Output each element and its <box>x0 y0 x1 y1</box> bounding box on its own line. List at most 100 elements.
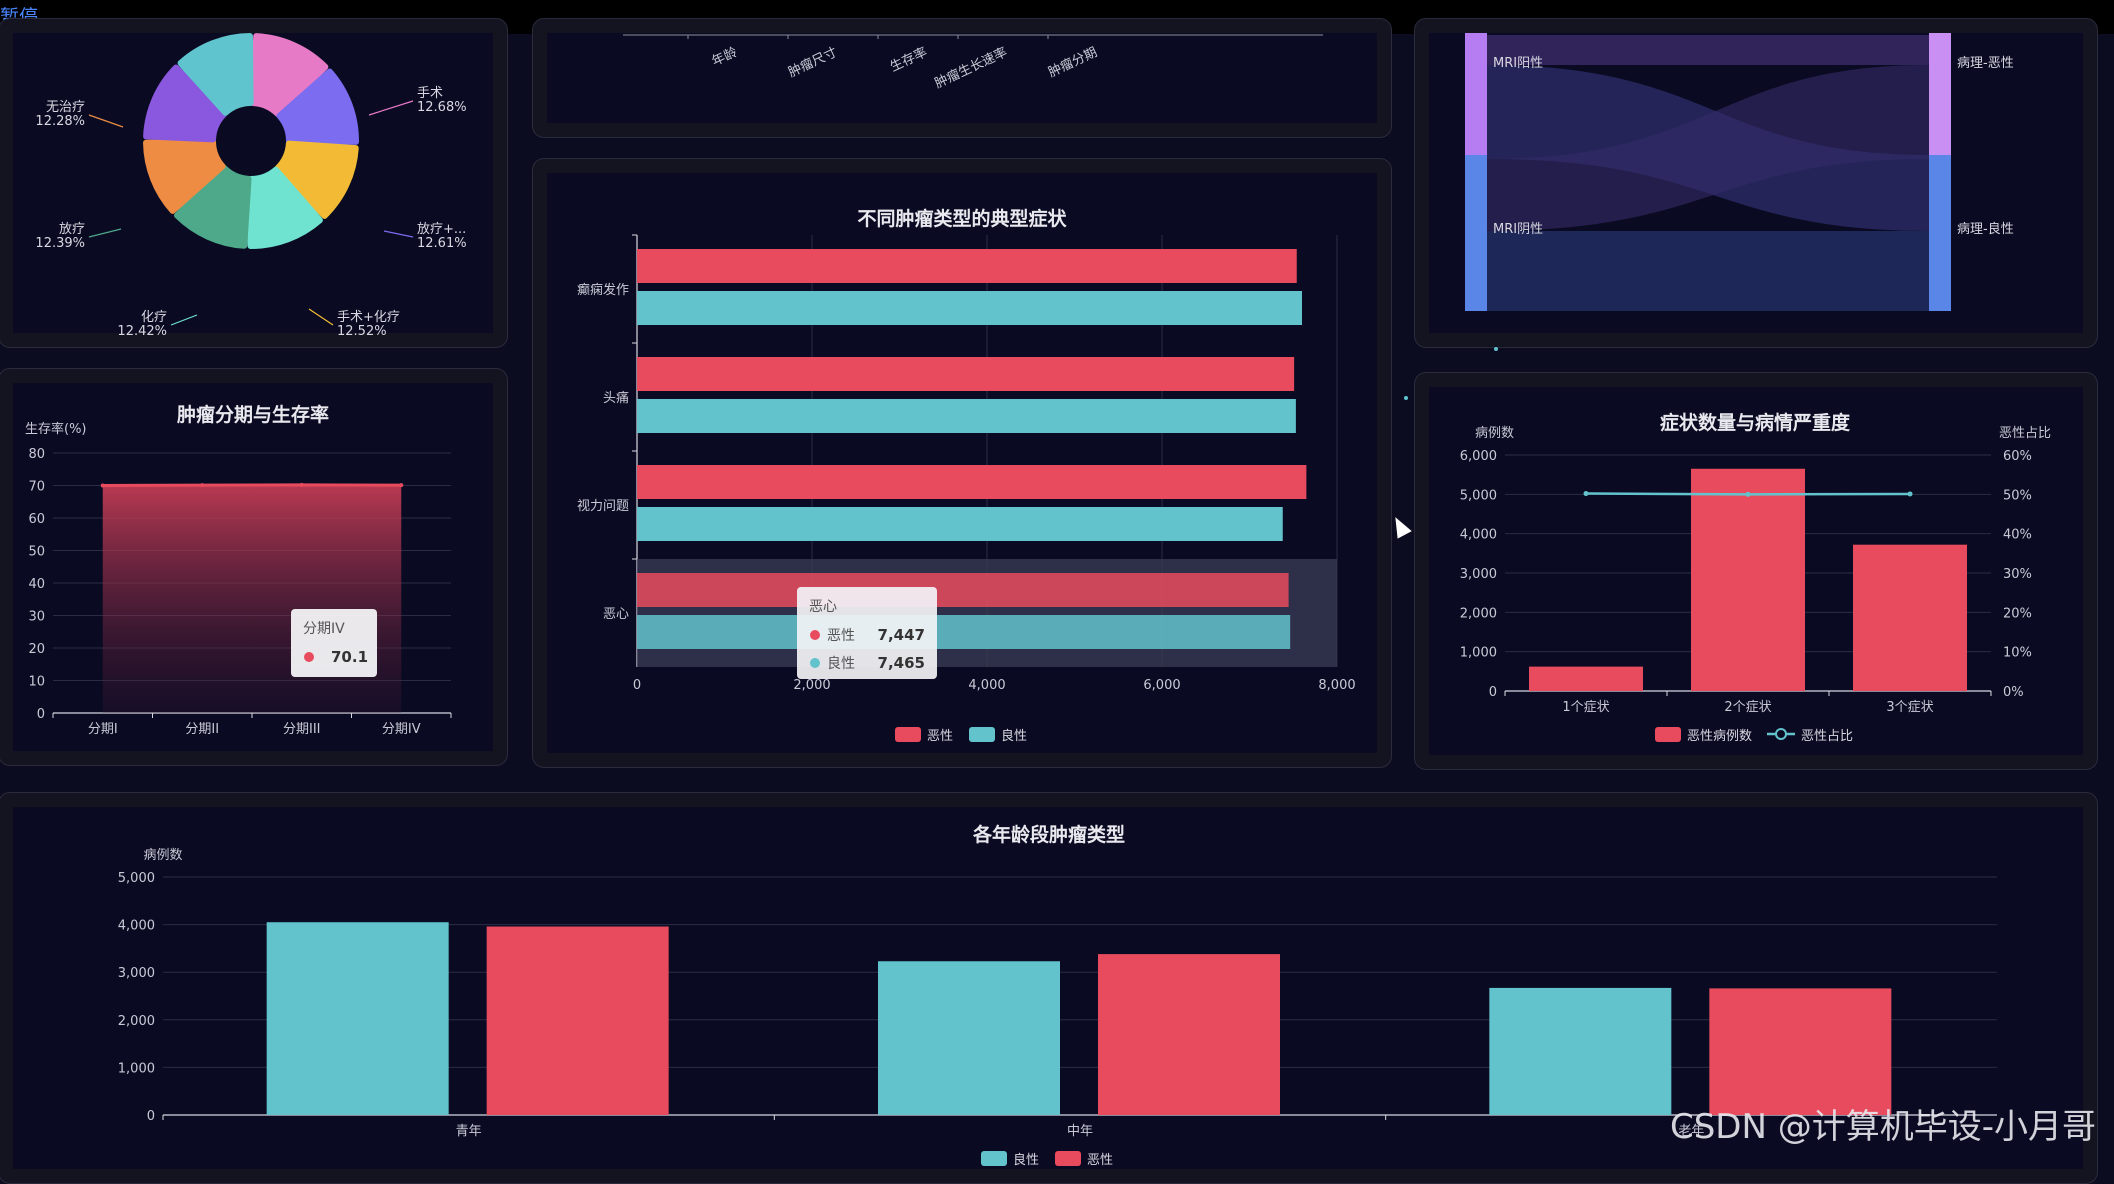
bar[interactable] <box>637 573 1289 607</box>
pie-slice-percent: 12.42% <box>117 324 167 339</box>
legend-label: 恶性 <box>927 729 953 744</box>
x-tick-label: 0 <box>633 678 641 693</box>
pie-slice-label: 手术 <box>417 86 443 101</box>
x-tick-label: 生存率 <box>888 44 930 75</box>
panel-treatment-pie: 手术 12.68% 放疗+... 12.61% 手术+化疗 12.52% 化疗 12.42% 放… <box>0 18 508 348</box>
y2-tick-label: 30% <box>2003 567 2032 582</box>
ratio-point <box>1745 491 1751 497</box>
x-tick-label: 分期I <box>88 722 118 737</box>
bar[interactable] <box>1489 987 1672 1115</box>
survival-point <box>200 483 205 488</box>
sankey-node <box>1465 155 1487 311</box>
sankey-flow <box>1487 35 1929 65</box>
x-tick-label: 分期II <box>185 722 219 737</box>
bar[interactable] <box>486 926 669 1115</box>
bar[interactable] <box>1709 988 1892 1115</box>
y-tick-label: 0 <box>37 707 45 722</box>
tooltip-marker <box>810 658 820 668</box>
survival-point <box>299 482 304 487</box>
pie-slice <box>276 68 359 145</box>
bar[interactable] <box>266 922 449 1115</box>
survival-point <box>100 483 105 488</box>
chart-title: 肿瘤分期与生存率 <box>177 403 329 426</box>
panel-stage-survival: 肿瘤分期与生存率 生存率(%) 0 10 20 30 40 50 60 70 80 分期I 分期II 分期… <box>0 368 508 766</box>
x-tick-label: 中年 <box>1067 1124 1093 1139</box>
y-tick-label: 4,000 <box>1460 528 1497 543</box>
pie-label-line <box>383 230 414 238</box>
pie-label-line <box>368 100 414 116</box>
y-tick-label: 3,000 <box>118 966 155 981</box>
y-tick-label: 恶心 <box>603 607 629 622</box>
bar[interactable] <box>637 615 1291 649</box>
pie-slice-percent: 12.68% <box>417 100 467 115</box>
sankey-flow <box>1487 65 1929 231</box>
x-tick-label: 青年 <box>456 1124 482 1139</box>
pie-slice-percent: 12.61% <box>417 236 467 251</box>
bar[interactable] <box>637 465 1307 499</box>
bar[interactable] <box>637 357 1295 391</box>
watermark: CSDN @计算机毕设-小月哥 <box>1669 1107 2096 1147</box>
decorative-dot <box>1494 347 1498 351</box>
sankey-node <box>1465 33 1487 161</box>
legend-swatch <box>1655 727 1681 742</box>
y-axis-label: 病例数 <box>143 848 182 863</box>
y2-axis-label: 恶性占比 <box>1999 426 2051 441</box>
y-tick-label: 0 <box>1489 685 1497 700</box>
pie-slice <box>274 140 359 219</box>
bar[interactable] <box>637 249 1297 283</box>
pie-slice-label: 放疗 <box>59 222 85 237</box>
decorative-dot <box>1404 396 1408 400</box>
y-tick-label: 80 <box>28 447 45 462</box>
x-tick-label: 老年 <box>1678 1124 1704 1139</box>
y-tick-label: 70 <box>28 480 45 495</box>
pie-slice <box>143 138 226 214</box>
tooltip-title: 分期IV <box>303 621 345 637</box>
pie-slice-percent: 12.52% <box>337 324 387 339</box>
x-tick-label: 分期IV <box>382 722 421 737</box>
symptoms-chart[interactable]: 不同肿瘤类型的典型症状 0 2,000 4,000 6,000 8,000 癫痫发作头痛视力… <box>533 159 1391 767</box>
sankey-flow <box>1487 231 1929 311</box>
y-tick-label: 4,000 <box>118 919 155 934</box>
panel-age-type: 各年龄段肿瘤类型 病例数 0 1,000 2,000 3,000 4,000 5,000 青年 中… <box>0 792 2098 1184</box>
legend-swatch[interactable] <box>895 727 921 742</box>
bar[interactable] <box>637 291 1302 325</box>
tooltip-value: 7,465 <box>878 654 925 672</box>
bar[interactable] <box>1691 468 1805 691</box>
pie-slice <box>173 164 252 249</box>
pie-slice <box>249 33 329 118</box>
bar[interactable] <box>1098 954 1280 1115</box>
bar[interactable] <box>1853 544 1967 691</box>
pie-slice-label: 放疗+... <box>417 222 466 237</box>
legend-label: 良性 <box>1001 728 1027 744</box>
pie-slice-label: 化疗 <box>141 310 167 325</box>
panel-symptoms: 不同肿瘤类型的典型症状 0 2,000 4,000 6,000 8,000 癫痫发作 头痛 视力… <box>532 158 1392 768</box>
bar[interactable] <box>878 961 1060 1115</box>
bar[interactable] <box>637 507 1283 541</box>
legend-marker <box>1775 728 1787 740</box>
tooltip-marker <box>810 630 820 640</box>
y-tick-label: 10 <box>28 675 45 690</box>
sankey-right-label: 病理-良性 <box>1957 221 2014 237</box>
y-tick-label: 1,000 <box>1460 646 1497 661</box>
x-tick-label: 分期III <box>283 722 321 737</box>
y-tick-label: 5,000 <box>1460 488 1497 503</box>
chart-title: 不同肿瘤类型的典型症状 <box>857 207 1067 230</box>
y-tick-label: 6,000 <box>1460 449 1497 464</box>
y-tick-label: 头痛 <box>603 390 629 406</box>
tooltip-series: 良性 <box>827 656 855 672</box>
y-tick-label: 30 <box>28 610 45 625</box>
panel-inner <box>547 33 1377 123</box>
chart-title: 各年龄段肿瘤类型 <box>972 823 1125 846</box>
y-axis-label: 生存率(%) <box>25 421 87 437</box>
x-tick-label: 8,000 <box>1318 678 1355 693</box>
bar[interactable] <box>1529 666 1643 691</box>
legend-swatch[interactable] <box>969 727 995 742</box>
bar[interactable] <box>637 399 1296 433</box>
legend-label: 恶性占比 <box>1801 729 1853 744</box>
ratio-point <box>1907 491 1913 497</box>
